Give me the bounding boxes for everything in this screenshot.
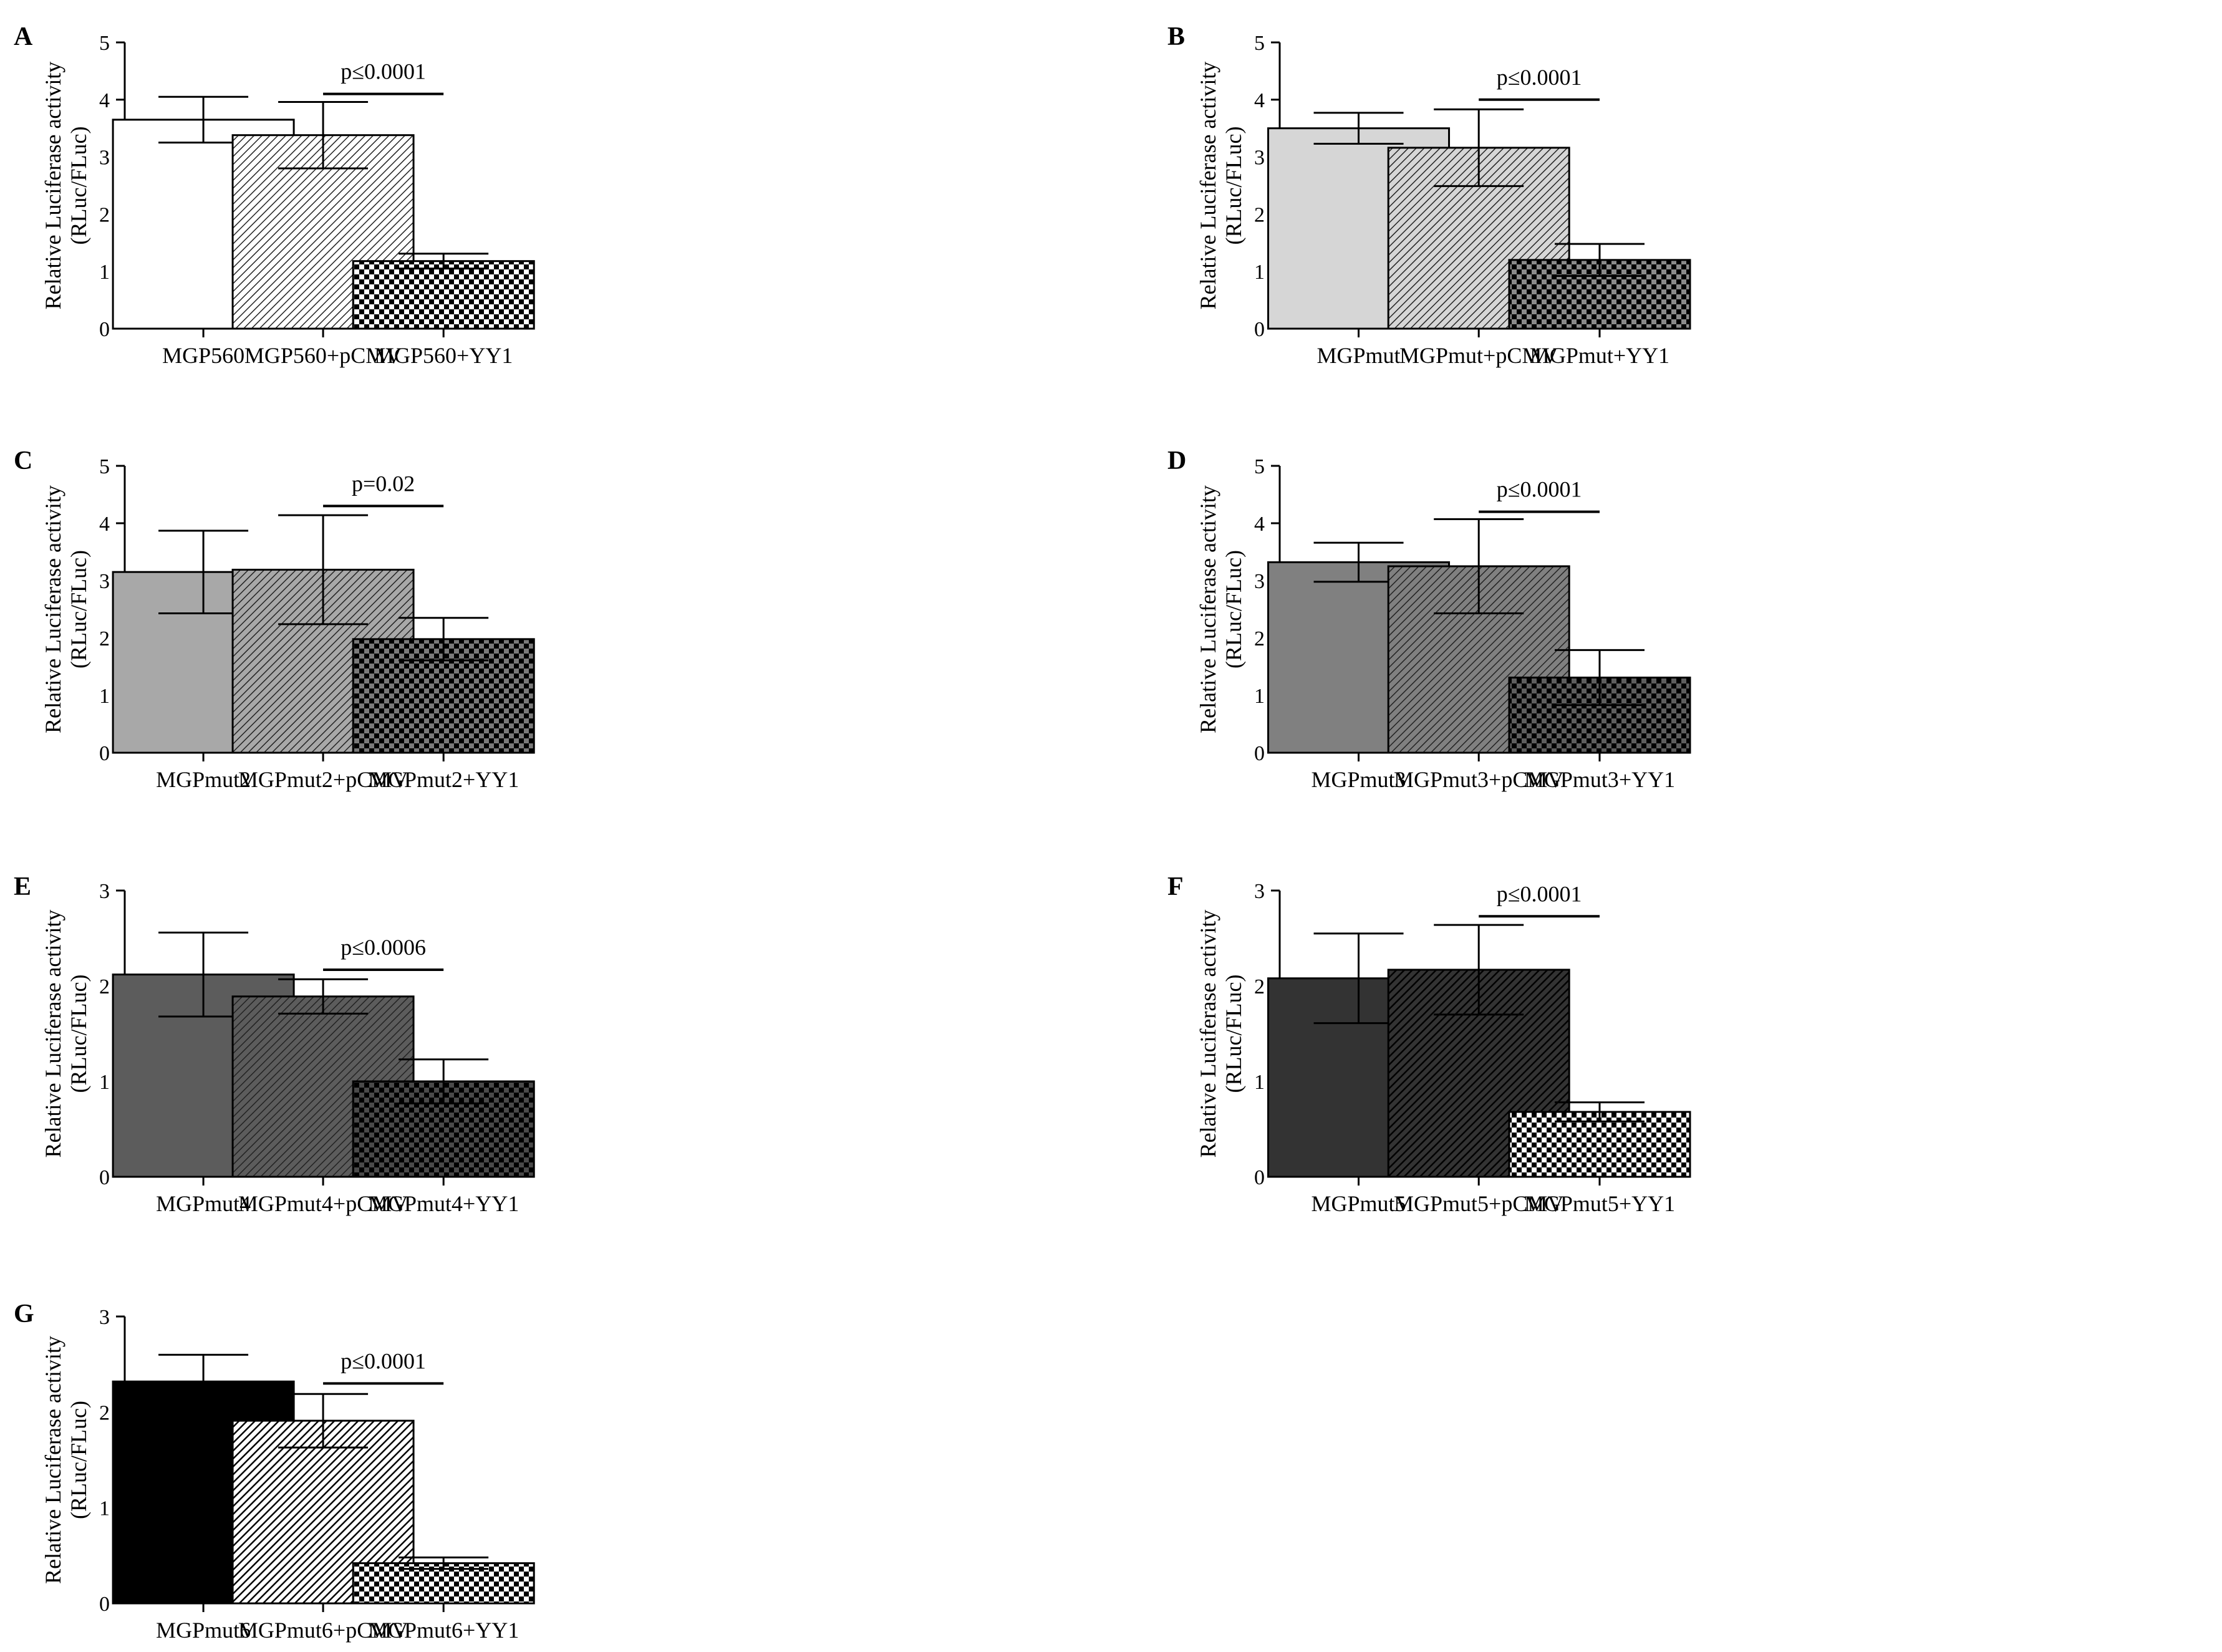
y-tick-label: 2 xyxy=(99,1401,110,1424)
significance-label: p≤0.0001 xyxy=(1497,65,1582,90)
category-label: MGPmut6+pCMV xyxy=(238,1618,408,1643)
y-tick-label: 1 xyxy=(99,261,110,284)
significance-label: p≤0.0006 xyxy=(341,935,426,960)
category-label: MGPmut+pCMV xyxy=(1399,343,1558,368)
panel-letter: A xyxy=(14,22,33,51)
y-tick-label: 0 xyxy=(99,1593,110,1616)
y-tick-label: 2 xyxy=(1254,975,1265,998)
y-tick-label: 0 xyxy=(99,1166,110,1189)
y-tick-label: 0 xyxy=(99,742,110,765)
y-axis-title-unit: (RLuc/FLuc) xyxy=(1221,127,1246,245)
y-tick-label: 3 xyxy=(1254,880,1265,903)
category-label: MGPmut2+pCMV xyxy=(238,767,408,792)
panel-letter: C xyxy=(14,447,32,475)
y-tick-label: 1 xyxy=(99,1497,110,1520)
y-axis-title: Relative Luciferase activity xyxy=(1196,62,1220,310)
panel-letter: F xyxy=(1167,872,1184,901)
category-label: MGPmut5+YY1 xyxy=(1524,1191,1675,1216)
category-label: MGPmut4 xyxy=(156,1191,251,1216)
bar-mgp560-yy1 xyxy=(352,260,535,330)
y-axis-title-unit: (RLuc/FLuc) xyxy=(66,975,91,1093)
y-axis-title-unit: (RLuc/FLuc) xyxy=(1221,975,1246,1093)
y-tick-label: 3 xyxy=(99,570,110,593)
panel-e: E Relative Luciferase activity (RLuc/FLuc)… xyxy=(14,872,535,1216)
category-label: MGPmut4+YY1 xyxy=(368,1191,519,1216)
y-tick-label: 3 xyxy=(1254,147,1265,170)
category-label: MGPmut5+pCMV xyxy=(1394,1191,1563,1216)
y-tick-label: 4 xyxy=(99,89,110,112)
category-label: MGPmut2 xyxy=(156,767,251,792)
y-axis-title-unit: (RLuc/FLuc) xyxy=(66,1401,91,1519)
category-label: MGPmut3+pCMV xyxy=(1394,767,1563,792)
y-tick-label: 0 xyxy=(1254,1166,1265,1189)
panel-b: B Relative Luciferase activity (RLuc/FLuc)… xyxy=(1167,22,1691,368)
significance-label: p≤0.0001 xyxy=(1497,881,1582,906)
category-label: MGPmut xyxy=(1317,343,1401,368)
y-tick-label: 4 xyxy=(99,513,110,536)
y-tick-label: 3 xyxy=(99,147,110,170)
panel-letter: B xyxy=(1167,22,1185,51)
y-tick-label: 5 xyxy=(1254,455,1265,478)
panel-f: F Relative Luciferase activity (RLuc/FLuc)… xyxy=(1167,872,1691,1216)
y-axis-title: Relative Luciferase activity xyxy=(1196,910,1220,1158)
y-axis-title-unit: (RLuc/FLuc) xyxy=(1221,550,1246,669)
category-label: MGP560+pCMV xyxy=(244,343,402,368)
y-tick-label: 3 xyxy=(99,1306,110,1329)
y-axis-title-unit: (RLuc/FLuc) xyxy=(66,550,91,669)
category-label: MGPmut3+YY1 xyxy=(1524,767,1675,792)
category-label: MGPmut5 xyxy=(1311,1191,1406,1216)
y-tick-label: 2 xyxy=(1254,627,1265,650)
category-label: MGPmut+YY1 xyxy=(1530,343,1669,368)
y-tick-label: 5 xyxy=(1254,32,1265,55)
y-tick-label: 1 xyxy=(1254,261,1265,284)
y-tick-label: 0 xyxy=(1254,318,1265,341)
category-label: MGP560+YY1 xyxy=(374,343,513,368)
significance-label: p≤0.0001 xyxy=(341,59,426,84)
significance-label: p≤0.0001 xyxy=(1497,477,1582,502)
category-label: MGPmut3 xyxy=(1311,767,1406,792)
y-tick-label: 2 xyxy=(1254,203,1265,226)
y-tick-label: 4 xyxy=(1254,513,1265,536)
significance-label: p=0.02 xyxy=(352,471,415,496)
category-label: MGPmut4+pCMV xyxy=(238,1191,408,1216)
y-tick-label: 2 xyxy=(99,975,110,998)
panel-a: A Relative Luciferase activity (RLuc/FLuc)… xyxy=(14,22,535,368)
panel-g: G Relative Luciferase activity (RLuc/FLuc)… xyxy=(14,1300,535,1643)
panel-letter: E xyxy=(14,872,31,901)
y-axis-title: Relative Luciferase activity xyxy=(41,1336,65,1584)
category-label: MGPmut6 xyxy=(156,1618,251,1643)
category-label: MGPmut6+YY1 xyxy=(368,1618,519,1643)
y-axis-title: Relative Luciferase activity xyxy=(41,62,65,310)
y-tick-label: 1 xyxy=(99,685,110,708)
y-tick-label: 0 xyxy=(99,318,110,341)
panel-d: D Relative Luciferase activity (RLuc/FLuc)… xyxy=(1167,447,1691,792)
y-tick-label: 5 xyxy=(99,32,110,55)
bar-mgpmut5-yy1 xyxy=(1508,1111,1691,1178)
y-tick-label: 3 xyxy=(99,880,110,903)
y-tick-label: 2 xyxy=(99,203,110,226)
significance-label: p≤0.0001 xyxy=(341,1348,426,1373)
y-axis-title: Relative Luciferase activity xyxy=(41,910,65,1158)
y-axis-title-unit: (RLuc/FLuc) xyxy=(66,127,91,245)
y-tick-label: 0 xyxy=(1254,742,1265,765)
y-tick-label: 5 xyxy=(99,455,110,478)
category-label: MGP560 xyxy=(162,343,244,368)
y-tick-label: 3 xyxy=(1254,570,1265,593)
panel-letter: G xyxy=(14,1300,34,1328)
y-tick-label: 1 xyxy=(99,1071,110,1094)
y-axis-title: Relative Luciferase activity xyxy=(41,485,65,733)
category-label: MGPmut2+YY1 xyxy=(368,767,519,792)
y-axis-title: Relative Luciferase activity xyxy=(1196,485,1220,733)
y-tick-label: 4 xyxy=(1254,89,1265,112)
y-tick-label: 1 xyxy=(1254,685,1265,708)
y-tick-label: 1 xyxy=(1254,1071,1265,1094)
panel-letter: D xyxy=(1167,447,1186,475)
panel-c: C Relative Luciferase activity (RLuc/FLuc)… xyxy=(14,447,535,792)
y-tick-label: 2 xyxy=(99,627,110,650)
